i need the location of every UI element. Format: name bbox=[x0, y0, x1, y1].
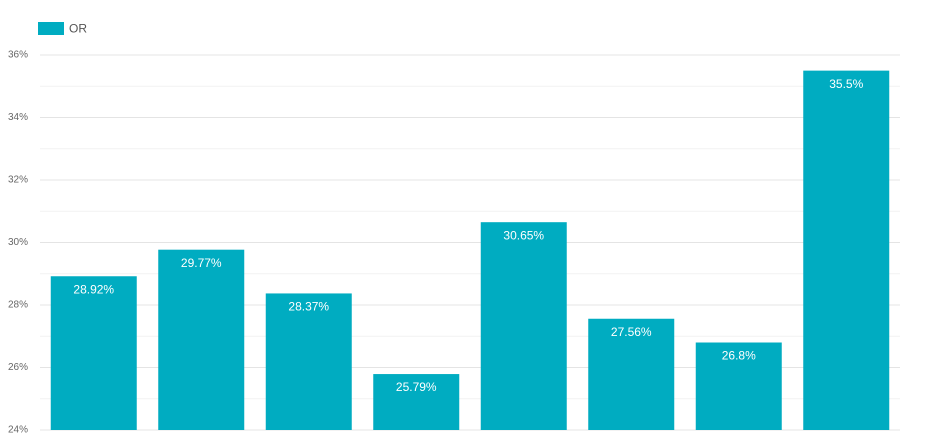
bar bbox=[803, 70, 890, 430]
value-label: 25.79% bbox=[396, 380, 437, 394]
y-tick-label: 32% bbox=[8, 175, 28, 186]
legend-swatch bbox=[38, 22, 64, 35]
bar bbox=[50, 276, 137, 430]
legend-label: OR bbox=[69, 22, 87, 36]
value-label: 35.5% bbox=[829, 77, 863, 91]
value-label: 28.37% bbox=[288, 300, 329, 314]
y-tick-label: 28% bbox=[8, 300, 28, 311]
y-tick-label: 30% bbox=[8, 237, 28, 248]
value-label: 26.8% bbox=[722, 349, 756, 363]
bar bbox=[373, 374, 460, 430]
bar bbox=[588, 318, 675, 430]
bar bbox=[265, 293, 352, 430]
value-label: 27.56% bbox=[611, 325, 652, 339]
y-tick-label: 34% bbox=[8, 112, 28, 123]
y-tick-label: 36% bbox=[8, 50, 28, 61]
y-tick-label: 24% bbox=[8, 425, 28, 436]
value-label: 30.65% bbox=[503, 228, 544, 242]
value-label: 29.77% bbox=[181, 256, 222, 270]
bar bbox=[480, 222, 567, 430]
bar bbox=[695, 342, 782, 430]
y-tick-label: 26% bbox=[8, 362, 28, 373]
value-label: 28.92% bbox=[73, 282, 114, 296]
bar bbox=[158, 249, 245, 430]
